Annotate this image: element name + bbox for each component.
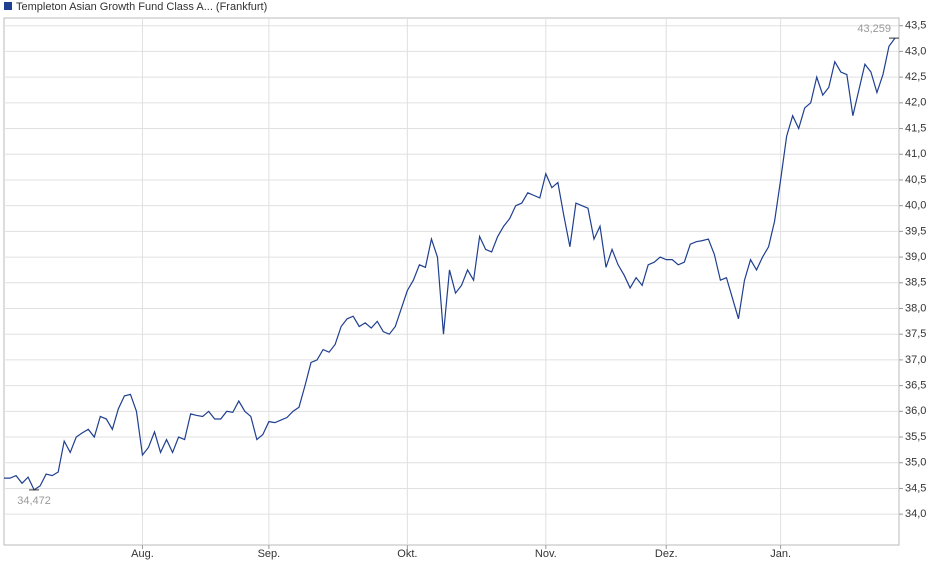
min-label: 34,472 [17,495,51,507]
x-tick-label: Dez. [655,548,678,560]
y-tick-label: 38,0 [905,302,926,314]
y-tick-label: 35,5 [905,431,926,443]
price-line [4,37,896,491]
y-tick-label: 40,5 [905,174,926,186]
y-tick-label: 42,0 [905,97,926,109]
legend-label: Templeton Asian Growth Fund Class A... (… [16,1,267,13]
x-tick-label: Aug. [131,548,154,560]
x-tick-label: Okt. [397,548,417,560]
y-tick-label: 38,5 [905,277,926,289]
x-tick-label: Sep. [258,548,281,560]
y-tick-label: 39,0 [905,251,926,263]
legend-swatch [4,2,12,10]
y-tick-label: 41,0 [905,148,926,160]
y-tick-label: 35,0 [905,457,926,469]
y-tick-label: 37,0 [905,354,926,366]
y-tick-label: 39,5 [905,225,926,237]
y-tick-label: 40,0 [905,200,926,212]
y-tick-label: 34,5 [905,482,926,494]
y-tick-label: 34,0 [905,508,926,520]
y-tick-label: 41,5 [905,122,926,134]
y-tick-label: 43,5 [905,20,926,32]
x-tick-label: Jan. [770,548,791,560]
y-tick-label: 42,5 [905,71,926,83]
plot-frame [3,17,900,546]
y-tick-label: 37,5 [905,328,926,340]
y-tick-label: 36,5 [905,380,926,392]
y-tick-label: 43,0 [905,45,926,57]
x-tick-label: Nov. [535,548,557,560]
max-label: 43,259 [857,23,891,35]
y-tick-label: 36,0 [905,405,926,417]
